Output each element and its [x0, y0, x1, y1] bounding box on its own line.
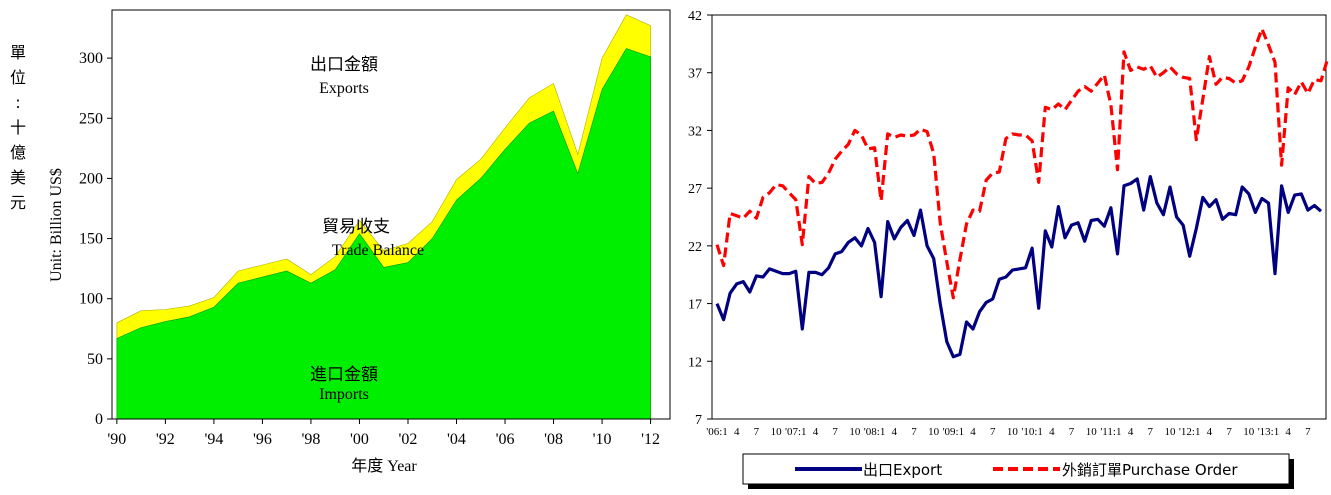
x-tick-label: '98: [301, 431, 320, 448]
x-tick-label: 4: [970, 426, 976, 438]
unit-label-char: 十: [10, 118, 26, 137]
x-tick-label: '96: [253, 431, 272, 448]
x-tick-label: '00: [350, 431, 369, 448]
imports-area: [116, 48, 651, 420]
x-tick-label: 10: [771, 426, 783, 438]
x-tick-label: 4: [1128, 426, 1134, 438]
right-y-ticks: 7 12 17 22 27 32 37 42: [688, 9, 712, 428]
x-axis-label: 年度 Year: [351, 457, 417, 475]
y-tick-label: 250: [79, 110, 103, 127]
x-tick-label: 7: [1226, 426, 1232, 438]
x-tick-label: '11:1: [1100, 426, 1121, 438]
legend: 出口Export 外銷訂單Purchase Order: [742, 453, 1294, 489]
x-tick-label: '10:1: [1021, 426, 1043, 438]
right-x-ticks: '06:1 4 7 10'07:1 4 7 10'08:1 4 7 10'09:1 4 7 10'10:…: [706, 426, 1311, 438]
unit-label-char: 美: [10, 168, 26, 187]
y-tick-label: 22: [688, 240, 702, 255]
x-tick-label: 10: [1007, 426, 1019, 438]
x-tick-label: 7: [832, 426, 838, 438]
purchase-order-line: [715, 27, 1330, 300]
legend-label-export: 出口Export: [863, 461, 942, 479]
unit-label-char: 元: [10, 193, 26, 212]
x-tick-label: '10: [593, 431, 612, 448]
annotation-balance-en: Trade Balance: [332, 242, 424, 259]
legend-box: [742, 453, 1290, 485]
x-tick-label: '08:1: [864, 426, 886, 438]
x-tick-label: 4: [1049, 426, 1055, 438]
y-tick-label: 32: [688, 124, 702, 139]
annotation-exports-en: Exports: [319, 80, 369, 97]
x-tick-label: '13:1: [1258, 426, 1280, 438]
x-tick-label: '06: [496, 431, 515, 448]
x-tick-label: 4: [892, 426, 898, 438]
x-tick-label: 7: [1148, 426, 1154, 438]
unit-label-char: 單: [10, 43, 26, 62]
y-tick-label: 17: [688, 298, 702, 313]
x-tick-label: 7: [990, 426, 996, 438]
annotation-imports-cn: 進口金額: [310, 365, 378, 385]
x-tick-label: '07:1: [785, 426, 807, 438]
annotation-exports-cn: 出口金額: [310, 55, 378, 75]
x-tick-label: '08: [544, 431, 563, 448]
x-tick-label: 10: [1165, 426, 1177, 438]
y-tick-label: 27: [688, 182, 702, 197]
export-line: [715, 175, 1323, 359]
annotation-imports-en: Imports: [319, 386, 369, 403]
annotation-balance-cn: 貿易收支: [322, 217, 390, 237]
x-tick-label: 4: [734, 426, 740, 438]
unit-label-char: :: [15, 93, 20, 112]
unit-label-char: 億: [10, 143, 26, 162]
legend-label-purchase-order: 外銷訂單Purchase Order: [1062, 461, 1238, 479]
x-tick-label: 4: [1207, 426, 1213, 438]
x-tick-label: '94: [204, 431, 223, 448]
x-tick-label: 7: [1069, 426, 1075, 438]
x-tick-label: 4: [1285, 426, 1291, 438]
y-tick-label: 37: [688, 67, 702, 82]
unit-label-char: 位: [10, 68, 26, 87]
x-tick-label: '12:1: [1179, 426, 1201, 438]
x-tick-label: '92: [156, 431, 175, 448]
x-tick-label: '06:1: [706, 426, 728, 438]
x-tick-label: 4: [813, 426, 819, 438]
x-tick-label: 10: [1086, 426, 1098, 438]
x-tick-label: 7: [754, 426, 760, 438]
y-tick-label: 0: [95, 411, 103, 428]
x-tick-label: 10: [849, 426, 861, 438]
x-tick-label: '09:1: [943, 426, 965, 438]
y-tick-label: 300: [79, 50, 103, 67]
x-tick-label: 7: [911, 426, 917, 438]
x-tick-label: '02: [399, 431, 418, 448]
x-tick-label: '90: [107, 431, 126, 448]
y-axis-label: Unit: Billion US$: [48, 168, 65, 282]
line-series: [715, 27, 1330, 359]
x-tick-label: 10: [928, 426, 940, 438]
y-tick-label: 42: [688, 9, 702, 24]
y-tick-label: 50: [87, 351, 103, 368]
area-series: [116, 14, 651, 420]
x-tick-label: 7: [1305, 426, 1311, 438]
left-plot-frame: [111, 9, 671, 420]
x-tick-label: '04: [447, 431, 466, 448]
y-tick-label: 7: [695, 413, 702, 428]
y-tick-label: 100: [79, 291, 103, 308]
y-tick-label: 12: [688, 355, 702, 370]
x-tick-label: 10: [1243, 426, 1255, 438]
y-tick-label: 200: [79, 170, 103, 187]
left-x-ticks: '90 '92 '94 '96 '98 '00 '02 '04 '06 '08 '10 '12: [107, 419, 660, 448]
left-y-ticks: 0 50 100 150 200 250 300: [79, 50, 112, 428]
x-tick-label: '12: [641, 431, 660, 448]
y-tick-label: 150: [79, 231, 103, 248]
